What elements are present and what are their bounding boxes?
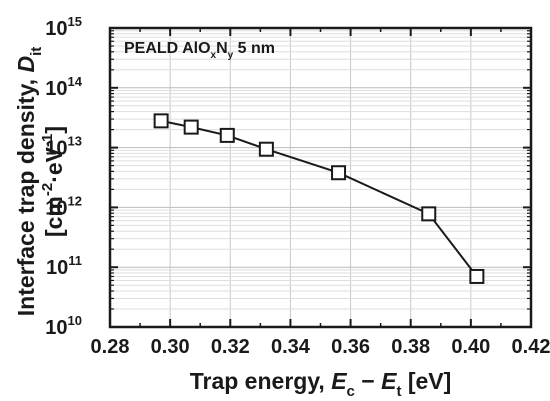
y-tick-label: 1014 [45, 74, 82, 100]
data-point [258, 141, 274, 157]
y-tick-base: 10 [45, 317, 67, 339]
x-axis-label-part: [eV] [401, 368, 451, 394]
x-axis-label: Trap energy, Ec − Et [eV] [190, 368, 452, 400]
y-tick-base: 10 [45, 197, 67, 219]
y-axis-label-line1-part: it [28, 47, 45, 56]
y-axis-label-line2: [cm-2·eV-1] [39, 126, 67, 237]
x-tick-label: 0.34 [271, 336, 311, 358]
x-axis-label-part: − [355, 368, 381, 394]
y-tick-base: 10 [46, 257, 68, 279]
x-tick-label: 0.28 [91, 336, 130, 358]
y-tick-exponent: 11 [68, 253, 82, 268]
plot-frame [108, 26, 533, 329]
y-tick-label: 1010 [45, 313, 82, 339]
plot-annotation-part: PEALD AlO [124, 40, 211, 57]
x-tick-label: 0.30 [151, 336, 190, 358]
y-tick-label: 1012 [45, 193, 82, 219]
plot-annotation: PEALD AlOxNy 5 nm [124, 40, 275, 61]
y-tick-exponent: 12 [68, 193, 82, 208]
x-axis-label-part: c [347, 383, 355, 400]
y-tick-exponent: 15 [68, 14, 82, 29]
x-tick-label: 0.38 [391, 336, 430, 358]
data-point [219, 127, 235, 143]
grid [109, 28, 532, 328]
x-tick-label: 0.36 [331, 336, 370, 358]
y-axis-label-line2-part: -2 [39, 183, 56, 196]
plot-annotation-part: 5 nm [233, 40, 275, 57]
y-axis-label-line1-part: Interface trap density, [13, 73, 39, 317]
x-tick-label: 0.40 [451, 336, 490, 358]
y-tick-base: 10 [45, 78, 67, 100]
y-axis-label-line2-part: -1 [39, 134, 56, 147]
x-tick-label: 0.42 [512, 336, 550, 358]
x-tick-label: 0.32 [211, 336, 250, 358]
labels: 0.28 0.30 0.32 0.34 0.36 0.38 0.40 0.4210101011… [13, 14, 550, 400]
y-tick-base: 10 [45, 18, 67, 40]
plot-annotation-part: y [228, 50, 234, 61]
y-axis-label-line2-part: ·eV [41, 146, 67, 182]
axes [108, 26, 533, 329]
data-point [153, 113, 169, 129]
plot-annotation-part: N [216, 40, 228, 57]
y-tick-label: 1013 [45, 134, 82, 160]
plot-annotation-part: x [211, 50, 217, 61]
y-axis-label-line2-part: ] [41, 126, 67, 134]
y-tick-label: 1015 [45, 14, 82, 40]
y-tick-exponent: 10 [68, 313, 82, 328]
x-axis-label-part: E [381, 368, 397, 394]
y-axis-label-line2-part: [cm [41, 196, 67, 237]
x-axis-label-part: E [331, 368, 347, 394]
data-point [469, 268, 485, 284]
data-point [183, 119, 199, 135]
data-point [331, 165, 347, 181]
data-series [153, 113, 485, 284]
y-axis-label-line1-part: D [13, 56, 39, 73]
data-point [421, 206, 437, 222]
y-tick-label: 1011 [46, 253, 82, 279]
y-tick-exponent: 13 [68, 134, 82, 149]
x-axis-label-part: t [396, 383, 401, 400]
y-tick-base: 10 [45, 138, 67, 160]
y-axis-label: Interface trap density, Dit[cm-2·eV-1] [13, 47, 67, 317]
y-tick-exponent: 14 [68, 74, 83, 89]
series-line [160, 119, 478, 278]
y-axis-label-line1: Interface trap density, Dit [13, 47, 45, 317]
x-axis-label-part: Trap energy, [190, 368, 331, 394]
